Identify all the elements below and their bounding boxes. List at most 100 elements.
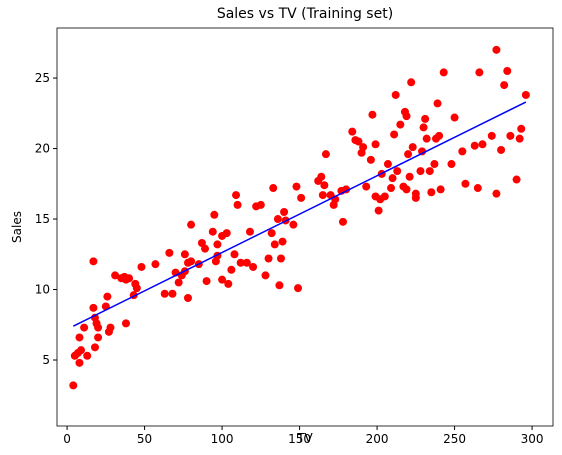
point	[422, 134, 431, 143]
point	[227, 265, 236, 274]
point	[425, 167, 434, 176]
y-tick-label: 25	[35, 71, 50, 85]
point	[165, 248, 174, 257]
point	[393, 167, 402, 176]
point	[475, 68, 484, 77]
point	[224, 279, 233, 288]
point	[439, 68, 448, 77]
point	[421, 114, 430, 123]
point	[187, 220, 196, 229]
point	[269, 184, 278, 193]
point	[362, 182, 371, 191]
point	[103, 292, 112, 301]
point	[230, 250, 239, 259]
x-tick-label: 200	[366, 432, 389, 446]
point	[232, 191, 241, 200]
point	[125, 274, 134, 283]
point	[256, 200, 265, 209]
point	[202, 277, 211, 286]
point	[470, 141, 479, 150]
point	[208, 227, 217, 236]
point	[121, 319, 130, 328]
point	[408, 143, 417, 152]
point	[487, 131, 496, 140]
point	[503, 67, 512, 76]
point	[447, 160, 456, 169]
point	[289, 220, 298, 229]
x-axis-label: TV	[296, 431, 313, 445]
point	[492, 189, 501, 198]
plot-frame	[56, 27, 554, 427]
point	[236, 258, 245, 267]
point	[433, 99, 442, 108]
point	[430, 160, 439, 169]
x-tick-label: 150	[288, 432, 311, 446]
point	[407, 78, 416, 87]
point	[402, 185, 411, 194]
point	[515, 134, 524, 143]
point	[249, 262, 258, 271]
point	[218, 275, 227, 284]
point	[390, 130, 399, 139]
point	[89, 257, 98, 266]
point	[294, 284, 303, 293]
point	[213, 240, 222, 249]
point	[69, 381, 78, 390]
point	[388, 174, 397, 183]
point	[461, 179, 470, 188]
point	[391, 90, 400, 99]
point	[458, 147, 467, 156]
regression-line	[72, 101, 527, 327]
point	[473, 184, 482, 193]
x-tick-label: 300	[521, 432, 544, 446]
point	[368, 110, 377, 119]
y-axis-label: Sales	[10, 211, 24, 243]
point	[418, 147, 427, 156]
point	[411, 193, 420, 202]
point	[80, 323, 89, 332]
y-tick-label: 20	[35, 142, 50, 156]
point	[168, 289, 177, 298]
point	[242, 258, 251, 267]
point	[174, 278, 183, 287]
point	[94, 333, 103, 342]
point	[338, 217, 347, 226]
point	[435, 131, 444, 140]
point	[160, 289, 169, 298]
point	[521, 90, 530, 99]
point	[371, 140, 380, 149]
x-tick-label: 50	[137, 432, 152, 446]
point	[77, 346, 86, 355]
point	[419, 123, 428, 132]
point	[278, 237, 287, 246]
point	[404, 150, 413, 159]
y-tick-label: 5	[42, 353, 50, 367]
point	[180, 250, 189, 259]
point	[270, 240, 279, 249]
x-tick-label: 250	[443, 432, 466, 446]
point	[321, 150, 330, 159]
point	[383, 160, 392, 169]
x-tick-label: 0	[63, 432, 71, 446]
point	[264, 254, 273, 263]
y-tick-label: 10	[35, 283, 50, 297]
point	[374, 206, 383, 215]
point	[387, 184, 396, 193]
point	[517, 124, 526, 133]
point	[380, 192, 389, 201]
point	[275, 281, 284, 290]
point	[506, 131, 515, 140]
point	[436, 185, 445, 194]
point	[320, 181, 329, 190]
point	[366, 155, 375, 164]
point	[512, 175, 521, 184]
point	[280, 207, 289, 216]
point	[201, 244, 210, 253]
point	[427, 188, 436, 197]
point	[137, 262, 146, 271]
point	[318, 191, 327, 200]
point	[132, 284, 141, 293]
point	[75, 333, 84, 342]
point	[354, 137, 363, 146]
